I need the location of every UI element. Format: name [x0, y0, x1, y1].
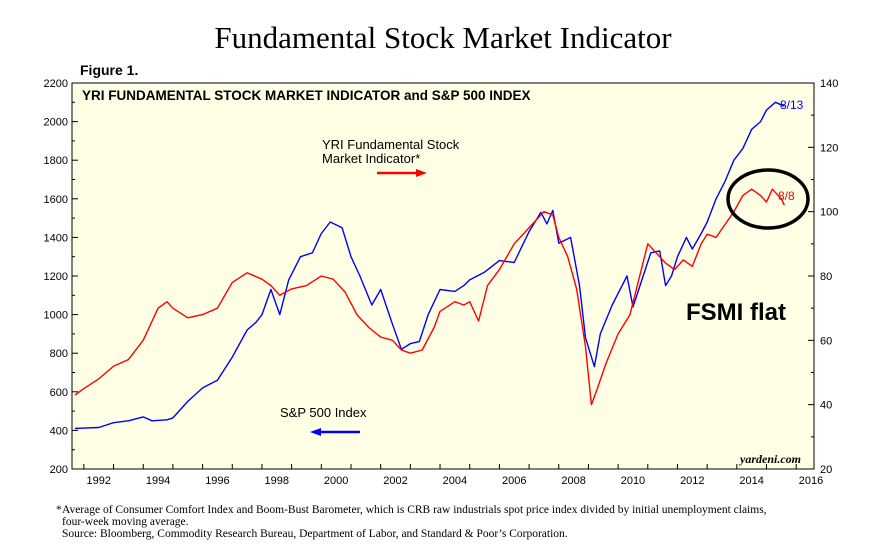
fsmi-annotation-line1: YRI Fundamental Stock	[322, 137, 460, 152]
left-tick-label: 600	[50, 387, 68, 399]
page-title: Fundamental Stock Market Indicator	[214, 20, 672, 55]
left-tick-label: 2000	[44, 117, 68, 129]
left-tick-label: 1400	[44, 232, 68, 244]
chart: 200 400 600 800 1000 1200 1400 1600 1800 2000 2200…	[44, 78, 839, 487]
plot-area	[71, 82, 815, 470]
x-tick-label: 2006	[502, 475, 526, 487]
fsmi-arrow-icon	[377, 169, 427, 177]
left-tick-label: 2200	[44, 78, 68, 90]
x-axis: 1992 1994 1996 1998 2000 2002 2004 2006 2008 2010…	[83, 464, 823, 487]
footnote-line3: Source: Bloomberg, Commodity Research Bu…	[62, 528, 568, 540]
fsmi-callout: FSMI flat	[686, 299, 786, 326]
sp-arrow-icon	[310, 428, 360, 436]
series-layer	[74, 101, 785, 430]
footnote-line1: Average of Consumer Comfort Index and Bo…	[62, 504, 767, 516]
right-tick-label: 80	[820, 271, 832, 283]
right-tick-label: 100	[820, 207, 838, 219]
left-tick-label: 800	[50, 348, 68, 360]
x-tick-label: 1992	[86, 475, 110, 487]
highlight-ellipse	[726, 168, 810, 230]
x-tick-label: 2014	[739, 475, 763, 487]
credit-label: yardeni.com	[738, 452, 801, 466]
chart-inner-title: YRI FUNDAMENTAL STOCK MARKET INDICATOR a…	[82, 88, 531, 103]
x-tick-label: 1996	[205, 475, 229, 487]
footnote-star: *	[56, 504, 62, 516]
left-tick-label: 200	[50, 464, 68, 476]
x-tick-label: 2008	[561, 475, 585, 487]
right-tick-label: 20	[820, 464, 832, 476]
sp-end-label: 8/13	[780, 98, 804, 112]
fsmi-series-line	[74, 188, 785, 406]
left-axis: 200 400 600 800 1000 1200 1400 1600 1800 2000 2200	[44, 78, 78, 476]
x-tick-label: 1998	[265, 475, 289, 487]
left-tick-label: 1200	[44, 271, 68, 283]
right-tick-label: 40	[820, 400, 832, 412]
left-tick-label: 1000	[44, 310, 68, 322]
fsmi-annotation-line2: Market Indicator*	[322, 151, 420, 166]
footnote: * Average of Consumer Comfort Index and …	[56, 504, 862, 540]
right-tick-label: 120	[820, 142, 838, 154]
footnote-line2: four-week moving average.	[62, 516, 189, 528]
figure-label: Figure 1.	[80, 62, 139, 78]
left-tick-label: 1800	[44, 155, 68, 167]
sp-annotation: S&P 500 Index	[280, 405, 367, 420]
x-tick-label: 2016	[799, 475, 823, 487]
right-axis: 20 40 60 80 100 120 140	[808, 78, 838, 476]
sp500-series-line	[74, 101, 785, 430]
x-tick-label: 1994	[146, 475, 170, 487]
x-tick-label: 2010	[621, 475, 645, 487]
left-tick-label: 1600	[44, 194, 68, 206]
x-tick-label: 2002	[383, 475, 407, 487]
right-tick-label: 140	[820, 78, 838, 90]
x-tick-label: 2004	[443, 475, 467, 487]
fsmi-end-label: 8/8	[778, 189, 795, 203]
left-tick-label: 400	[50, 425, 68, 437]
x-tick-label: 2000	[324, 475, 348, 487]
x-tick-label: 2012	[680, 475, 704, 487]
right-tick-label: 60	[820, 335, 832, 347]
